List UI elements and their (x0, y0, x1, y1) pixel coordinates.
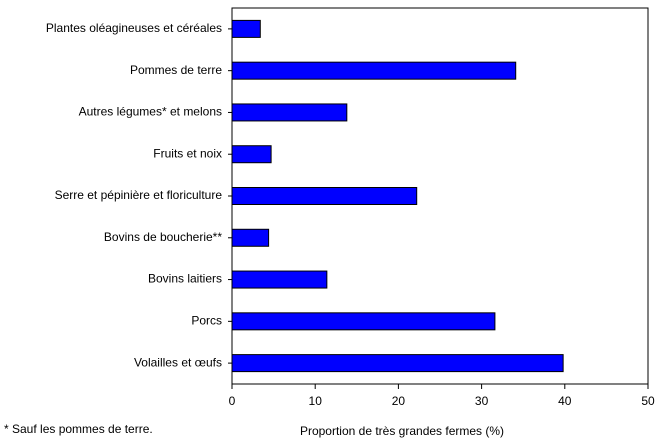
y-tick-label: Bovins de boucherie** (104, 230, 222, 244)
footnote: * Sauf les pommes de terre. (4, 422, 153, 436)
y-tick-label: Autres légumes* et melons (79, 105, 222, 119)
x-tick-label: 20 (392, 394, 406, 408)
x-tick-label: 0 (229, 394, 236, 408)
x-tick-label: 10 (309, 394, 323, 408)
bar (231, 103, 348, 122)
bar (231, 61, 517, 80)
y-tick-label: Plantes oléagineuses et céréales (46, 21, 222, 35)
bar (231, 270, 328, 289)
bar (231, 312, 496, 331)
y-tick-label: Serre et pépinière et floriculture (55, 188, 223, 202)
y-tick-label: Bovins laitiers (148, 272, 222, 286)
bar (231, 354, 564, 373)
y-tick-label: Volailles et œufs (134, 355, 222, 369)
bar (231, 19, 261, 38)
x-tick-label: 50 (641, 394, 655, 408)
bar (231, 228, 270, 247)
bar (231, 145, 272, 164)
y-tick-label: Porcs (191, 314, 222, 328)
y-tick-label: Fruits et noix (153, 146, 222, 160)
x-tick-label: 40 (558, 394, 572, 408)
x-tick-label: 30 (475, 394, 489, 408)
y-tick-label: Pommes de terre (130, 63, 222, 77)
bar (231, 187, 418, 205)
x-axis-label: Proportion de très grandes fermes (%) (300, 424, 504, 438)
